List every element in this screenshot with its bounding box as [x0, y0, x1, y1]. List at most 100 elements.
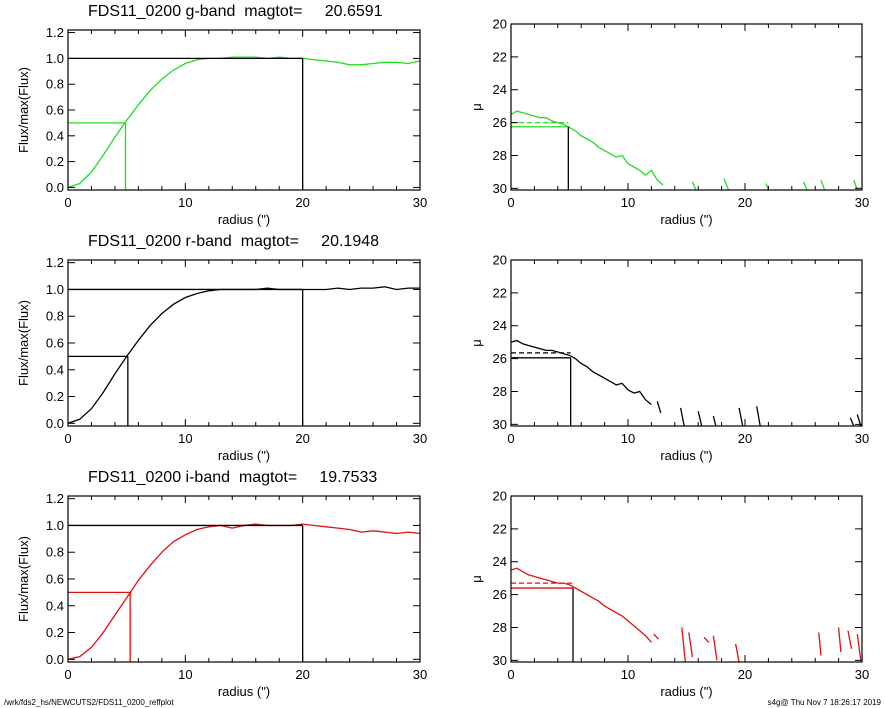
panel-r-growth: FDS11_0200 r-band magtot= 20.1948 0 10 20 30…: [16, 233, 427, 463]
series-fragment: [691, 181, 697, 191]
y-axis-label: μ: [469, 339, 484, 347]
x-axis-label: radius ("): [660, 684, 712, 699]
series-fragment: [697, 411, 703, 427]
y-tick-label: 1.0: [46, 51, 64, 66]
series-fragment: [847, 630, 853, 650]
x-tick-label: 20: [738, 431, 752, 446]
y-tick-label: 28: [493, 384, 507, 399]
y-tick-label: 1.2: [46, 255, 64, 270]
x-tick-label: 0: [64, 195, 71, 210]
series-fragment: [712, 415, 717, 427]
y-tick-label: 0.8: [46, 77, 64, 92]
y-tick-label: 0.4: [46, 128, 64, 143]
x-tick-label: 10: [178, 667, 192, 682]
x-axis-label: radius ("): [218, 684, 270, 699]
series-line: [67, 56, 421, 189]
y-tick-label: 1.0: [46, 518, 64, 533]
x-tick-label: 20: [738, 667, 752, 682]
panel-title: FDS11_0200 r-band magtot= 20.1948: [88, 233, 379, 250]
x-axis-label: radius ("): [218, 448, 270, 463]
footer-left: /wrk/fds2_hs/NEWCUTS2/FDS11_0200_reffplo…: [4, 698, 174, 707]
x-tick-label: 10: [621, 667, 635, 682]
series-line: [510, 110, 664, 186]
y-tick-label: 26: [493, 351, 507, 366]
y-tick-label: 0.2: [46, 154, 64, 169]
y-tick-label: 22: [493, 285, 507, 300]
y-tick-label: 0.0: [46, 652, 64, 667]
x-tick-label: 30: [855, 195, 869, 210]
y-tick-label: 26: [493, 115, 507, 130]
y-axis-label: Flux/max(Flux): [16, 67, 31, 153]
y-tick-label: 0.6: [46, 103, 64, 118]
x-tick-label: 10: [178, 431, 192, 446]
series-fragment: [703, 636, 710, 643]
y-tick-label: 0.2: [46, 389, 64, 404]
series-fragment: [802, 181, 808, 191]
panel-g-sb: 0 10 20 30 20 22 24 26 28 30 radius (") μ: [469, 17, 869, 228]
series-line: [510, 567, 652, 643]
x-tick-label: 30: [855, 667, 869, 682]
panel-i-sb: 0 10 20 30 20 22 24 26 28 30 radius (") μ: [469, 489, 869, 700]
plot-frame: [510, 259, 863, 427]
x-axis-label: radius ("): [218, 212, 270, 227]
series-fragment: [712, 635, 718, 661]
plot-frame: [67, 495, 421, 663]
series-fragment: [856, 634, 862, 661]
x-tick-label: 30: [413, 195, 427, 210]
y-tick-label: 0.6: [46, 572, 64, 587]
series-fragment: [656, 401, 662, 414]
x-tick-label: 10: [621, 431, 635, 446]
series-fragment: [688, 632, 694, 658]
y-tick-label: 1.0: [46, 282, 64, 297]
plot-frame: [510, 23, 863, 191]
x-axis-label: radius ("): [660, 448, 712, 463]
series-fragment: [738, 407, 744, 427]
y-tick-label: 0.0: [46, 416, 64, 431]
series-line: [510, 339, 652, 406]
x-tick-label: 30: [413, 431, 427, 446]
y-tick-label: 20: [493, 253, 507, 268]
y-tick-label: 20: [493, 489, 507, 504]
series-fragment: [723, 178, 730, 191]
series-fragment: [849, 417, 855, 427]
x-tick-label: 10: [621, 195, 635, 210]
y-tick-label: 24: [493, 554, 507, 569]
panel-title: FDS11_0200 g-band magtot= 20.6591: [88, 3, 383, 20]
series-fragment: [653, 633, 659, 640]
series-fragment: [820, 179, 826, 191]
x-tick-label: 20: [295, 195, 309, 210]
y-tick-label: 22: [493, 49, 507, 64]
x-tick-label: 10: [178, 195, 192, 210]
x-tick-label: 0: [507, 431, 514, 446]
y-tick-label: 0.6: [46, 336, 64, 351]
series-fragment: [837, 627, 842, 653]
series-line: [67, 523, 421, 660]
x-tick-label: 0: [507, 195, 514, 210]
x-tick-label: 20: [738, 195, 752, 210]
x-tick-label: 20: [295, 667, 309, 682]
footer-right: s4g@ Thu Nov 7 18:26:17 2019: [768, 698, 882, 707]
panel-i-growth: FDS11_0200 i-band magtot= 19.7533 0 10 20 30…: [16, 469, 427, 699]
series-fragment: [681, 627, 686, 663]
y-tick-label: 26: [493, 587, 507, 602]
y-tick-label: 1.2: [46, 25, 64, 40]
y-tick-label: 24: [493, 82, 507, 97]
y-tick-label: 0.4: [46, 598, 64, 613]
y-tick-label: 24: [493, 318, 507, 333]
panel-title: FDS11_0200 i-band magtot= 19.7533: [88, 469, 377, 486]
x-tick-label: 30: [413, 667, 427, 682]
y-tick-label: 28: [493, 148, 507, 163]
x-tick-label: 20: [295, 431, 309, 446]
series-fragment: [679, 407, 685, 427]
y-tick-label: 0.4: [46, 362, 64, 377]
y-tick-label: 22: [493, 521, 507, 536]
y-tick-label: 30: [493, 417, 507, 432]
x-tick-label: 0: [64, 431, 71, 446]
y-tick-label: 30: [493, 653, 507, 668]
plot-frame: [510, 495, 863, 663]
y-tick-label: 1.2: [46, 491, 64, 506]
panel-g-growth: FDS11_0200 g-band magtot= 20.6591 0 10 20 30…: [16, 3, 427, 227]
y-tick-label: 30: [493, 181, 507, 196]
plot-frame: [67, 29, 421, 191]
